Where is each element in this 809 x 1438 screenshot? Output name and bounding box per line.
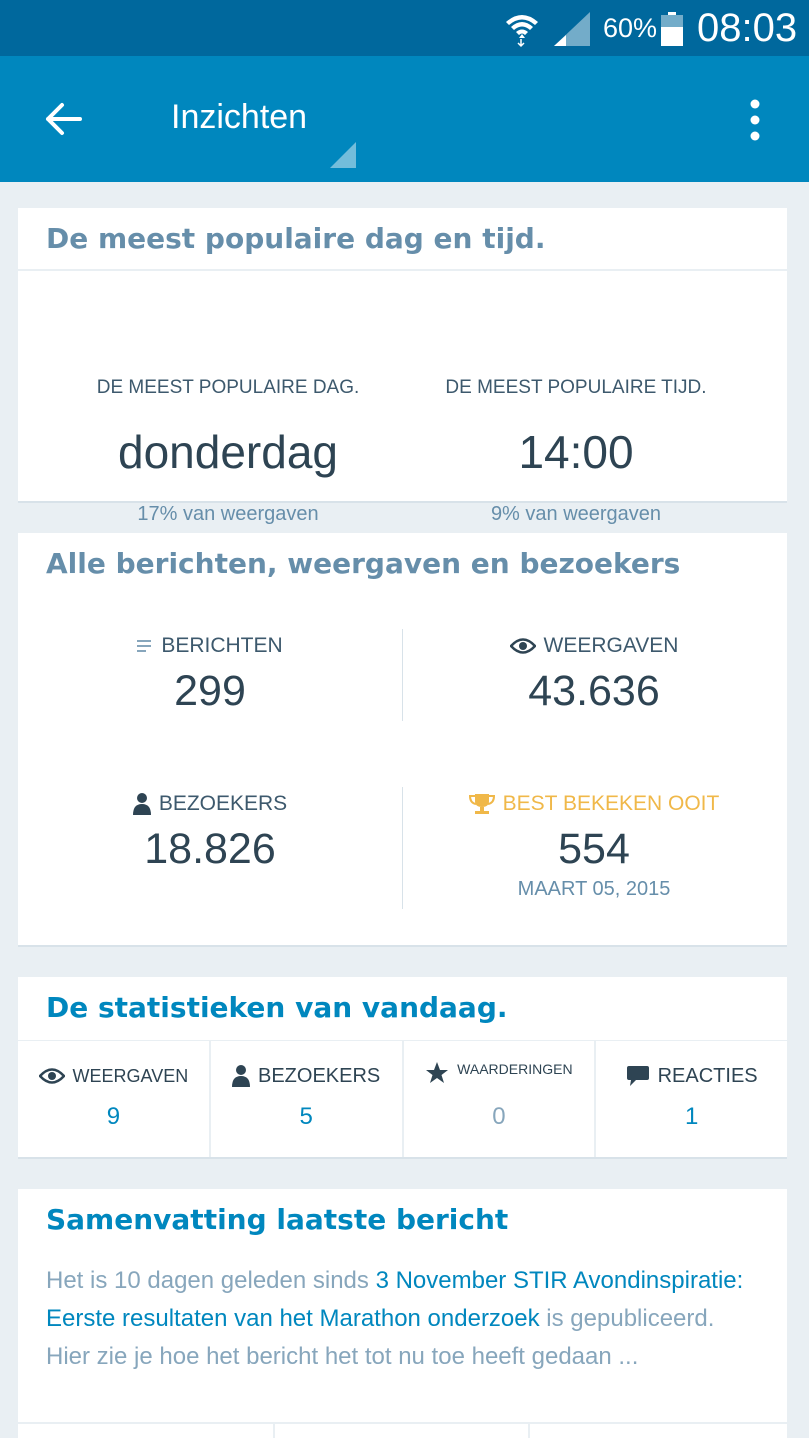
today-stats-card: De statistieken van vandaag. WEERGAVEN 9…: [18, 977, 787, 1159]
today-visitors[interactable]: BEZOEKERS 5: [211, 1041, 404, 1157]
back-arrow-icon[interactable]: [40, 96, 86, 142]
eye-icon: [509, 638, 536, 654]
views-stat: WEERGAVEN 43.636: [402, 631, 786, 716]
comment-icon: [626, 1066, 649, 1086]
latest-post-summary: Het is 10 dagen geleden sinds 3 November…: [18, 1252, 787, 1376]
all-time-stats-card: Alle berichten, weergaven en bezoekers B…: [18, 533, 787, 947]
best-views-label: BEST BEKEKEN OOIT: [502, 792, 720, 815]
posts-value: 299: [174, 667, 246, 715]
popular-day-label: DE MEEST POPULAIRE DAG.: [96, 377, 360, 398]
views-label: WEERGAVEN: [543, 634, 679, 657]
eye-icon: [38, 1068, 65, 1084]
divider: [402, 629, 403, 721]
today-visitors-label: BEZOEKERS: [257, 1064, 381, 1087]
battery-percentage: 60%: [603, 13, 658, 43]
today-comments[interactable]: REACTIES 1: [596, 1041, 787, 1157]
signal-icon: [554, 12, 590, 46]
summary-text-before: Het is 10 dagen geleden sinds: [46, 1267, 376, 1294]
today-likes[interactable]: WAARDERINGEN 0: [404, 1041, 597, 1157]
page-title[interactable]: Inzichten: [171, 98, 308, 136]
posts-label: BERICHTEN: [161, 634, 283, 657]
trophy-icon: [468, 794, 495, 814]
clock: 08:03: [697, 6, 798, 50]
latest-post-card: Samenvatting laatste bericht Het is 10 d…: [18, 1189, 787, 1438]
popular-time-percentage: 9% van weergaven: [490, 503, 662, 525]
status-bar: 60% 08:03: [0, 0, 809, 56]
person-icon: [231, 1065, 250, 1087]
posts-stat: BERICHTEN 299: [18, 631, 402, 716]
more-options-icon[interactable]: [740, 98, 770, 144]
today-likes-label: WAARDERINGEN: [457, 1061, 573, 1077]
visitors-stat: BEZOEKERS 18.826: [18, 789, 402, 874]
popular-time-value: 14:00: [518, 426, 634, 478]
card-title[interactable]: De statistieken van vandaag.: [46, 991, 508, 1024]
divider: [402, 787, 403, 909]
popular-day-value: donderdag: [118, 426, 338, 478]
summary-text-after: is gepubliceerd. Hier zie je hoe het ber…: [46, 1305, 715, 1370]
posts-icon: [137, 640, 152, 652]
star-icon: [426, 1062, 449, 1083]
dropdown-triangle-icon[interactable]: [330, 142, 356, 168]
views-value: 43.636: [528, 667, 660, 715]
today-comments-label: REACTIES: [657, 1064, 758, 1087]
best-views-stat: BEST BEKEKEN OOIT 554 MAART 05, 2015: [402, 789, 786, 901]
today-visitors-value: 5: [299, 1103, 313, 1130]
visitors-label: BEZOEKERS: [158, 792, 288, 815]
popular-time-label: DE MEEST POPULAIRE TIJD.: [445, 377, 707, 398]
today-stats-row: WEERGAVEN 9 BEZOEKERS 5 WAARDERINGEN 0: [18, 1040, 787, 1157]
today-views-value: 9: [106, 1103, 121, 1130]
latest-post-link[interactable]: 3 November STIR Avondinspiratie: Eerste …: [46, 1267, 744, 1332]
card-title: De meest populaire dag en tijd.: [18, 208, 787, 271]
popular-day-time-card: De meest populaire dag en tijd. DE MEEST…: [18, 208, 787, 525]
today-likes-value: 0: [492, 1103, 506, 1130]
best-views-value: 554: [558, 825, 630, 873]
card-title[interactable]: Samenvatting laatste bericht: [46, 1203, 509, 1236]
latest-post-stats-row: [18, 1422, 787, 1438]
person-icon: [132, 793, 151, 815]
today-views-label: WEERGAVEN: [72, 1065, 189, 1086]
card-title: Alle berichten, weergaven en bezoekers: [46, 547, 681, 580]
best-views-date: MAART 05, 2015: [517, 878, 671, 900]
today-views[interactable]: WEERGAVEN 9: [18, 1041, 211, 1157]
app-bar: Inzichten: [0, 56, 809, 182]
wifi-icon: [506, 15, 538, 48]
popular-day-percentage: 17% van weergaven: [137, 503, 319, 525]
today-comments-value: 1: [684, 1103, 699, 1130]
battery-icon: [661, 12, 683, 46]
visitors-value: 18.826: [144, 825, 276, 873]
